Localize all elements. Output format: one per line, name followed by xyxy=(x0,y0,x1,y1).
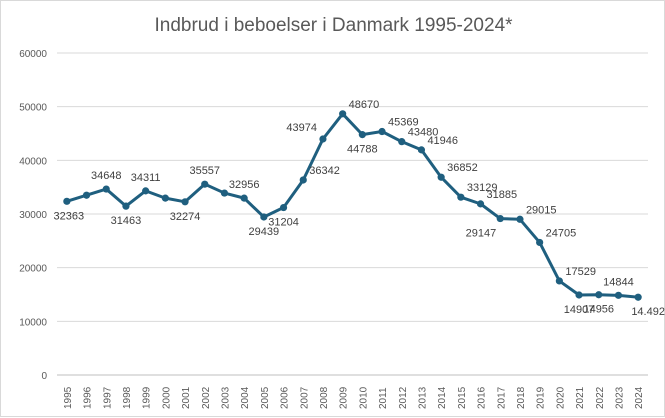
data-point xyxy=(201,180,209,188)
x-tick-label: 2017 xyxy=(496,386,507,409)
x-tick-label: 2001 xyxy=(181,386,192,409)
x-tick-label: 2011 xyxy=(378,387,389,409)
data-label: 29439 xyxy=(249,226,280,238)
data-label: 41946 xyxy=(427,135,458,147)
y-tick-label: 50000 xyxy=(19,103,47,114)
data-point xyxy=(496,214,504,223)
data-point xyxy=(614,291,623,299)
x-tick-label: 2003 xyxy=(220,386,231,409)
x-tick-label: 2010 xyxy=(358,386,369,409)
data-point xyxy=(457,193,465,201)
data-label: 45369 xyxy=(388,117,419,129)
y-tick-label: 60000 xyxy=(19,49,47,60)
x-tick-label: 2005 xyxy=(260,386,271,409)
x-tick-label: 2020 xyxy=(555,386,566,409)
data-point xyxy=(536,238,544,247)
data-point xyxy=(358,131,366,139)
data-label: 36342 xyxy=(309,165,340,177)
x-tick-label: 1996 xyxy=(83,386,94,409)
data-label: 24705 xyxy=(546,227,577,239)
x-tick-label: 1997 xyxy=(102,386,113,409)
data-point xyxy=(220,189,229,197)
x-tick-label: 2007 xyxy=(299,386,310,409)
data-point xyxy=(102,185,110,193)
data-label: 35557 xyxy=(189,165,220,177)
x-tick-label: 2022 xyxy=(595,386,606,409)
y-tick-label: 20000 xyxy=(19,264,47,275)
data-point xyxy=(575,291,583,299)
x-tick-label: 1998 xyxy=(122,386,133,409)
data-label: 32274 xyxy=(170,211,201,223)
x-tick-label: 2015 xyxy=(457,386,468,409)
x-tick-label: 2004 xyxy=(240,386,251,409)
data-label: 31463 xyxy=(111,215,142,227)
x-tick-label: 2021 xyxy=(575,386,586,409)
x-tick-label: 2014 xyxy=(437,386,448,409)
data-label: 31204 xyxy=(268,217,299,229)
data-label: 36852 xyxy=(447,162,478,174)
x-tick-label: 2024 xyxy=(634,386,645,409)
data-point xyxy=(595,291,603,299)
data-point xyxy=(417,146,426,154)
data-point xyxy=(63,197,71,205)
x-tick-label: 1995 xyxy=(63,386,74,409)
data-label: 14956 xyxy=(583,304,614,316)
y-tick-label: 0 xyxy=(41,371,47,382)
x-tick-label: 2012 xyxy=(398,386,409,409)
x-tick-label: 2016 xyxy=(477,386,488,409)
x-tick-label: 2006 xyxy=(280,386,291,409)
x-tick-label: 2008 xyxy=(319,386,330,409)
data-label: 14.492 xyxy=(631,306,665,318)
x-tick-label: 2002 xyxy=(201,386,212,409)
data-label: 29015 xyxy=(526,204,557,216)
data-point xyxy=(516,215,524,223)
data-point xyxy=(181,198,189,206)
data-point xyxy=(634,293,642,301)
data-label: 34311 xyxy=(131,172,161,184)
data-label: 14844 xyxy=(603,276,634,288)
data-point xyxy=(319,135,327,143)
data-point xyxy=(339,110,347,118)
data-label: 43480 xyxy=(408,127,439,139)
data-label: 32363 xyxy=(54,210,85,222)
data-label: 43974 xyxy=(286,122,317,134)
data-point xyxy=(122,202,130,210)
data-point xyxy=(398,138,406,146)
data-point xyxy=(555,277,563,285)
data-label: 48670 xyxy=(349,99,380,111)
chart-title: Indbrud i beboelser i Danmark 1995-2024* xyxy=(154,15,513,36)
data-point xyxy=(378,127,386,136)
data-label: 29147 xyxy=(466,228,497,240)
data-point xyxy=(161,194,169,202)
x-tick-label: 2013 xyxy=(417,386,428,409)
data-point xyxy=(240,194,248,202)
data-point xyxy=(260,213,268,221)
data-point xyxy=(476,200,485,208)
x-tick-label: 2019 xyxy=(536,386,547,409)
data-label: 14907 xyxy=(564,304,595,316)
x-tick-label: 2018 xyxy=(516,386,527,409)
y-tick-label: 40000 xyxy=(19,156,47,167)
x-tick-label: 2000 xyxy=(161,386,172,409)
data-point xyxy=(142,187,150,195)
y-tick-label: 30000 xyxy=(19,210,47,221)
data-point xyxy=(279,203,288,212)
y-tick-label: 10000 xyxy=(19,317,47,328)
data-label: 44788 xyxy=(347,144,378,156)
x-tick-label: 2009 xyxy=(339,386,350,409)
data-point xyxy=(437,173,445,181)
data-label: 17529 xyxy=(565,266,596,278)
data-label: 31885 xyxy=(487,189,518,201)
x-tick-label: 2023 xyxy=(614,386,625,409)
data-label: 33129 xyxy=(467,182,498,194)
data-label: 34648 xyxy=(91,170,122,182)
data-point xyxy=(82,191,91,199)
x-tick-label: 1999 xyxy=(142,386,153,409)
data-label: 32956 xyxy=(229,179,260,191)
data-point xyxy=(299,176,307,184)
